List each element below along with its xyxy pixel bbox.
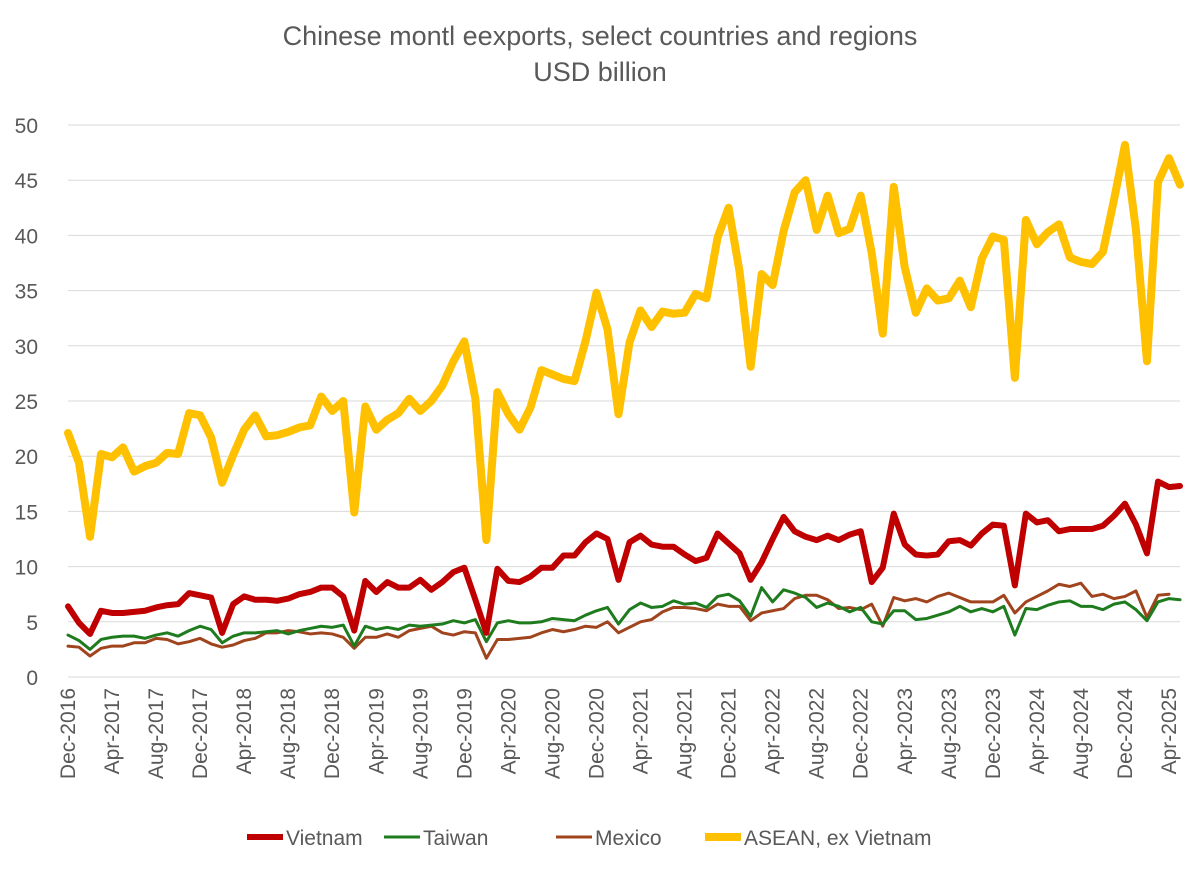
x-tick-label: Apr-2024 (1026, 688, 1049, 775)
chart-title: Chinese montl eexports, select countries… (282, 21, 918, 51)
x-tick-label: Aug-2024 (1070, 688, 1093, 779)
series-line-taiwan (66, 586, 1182, 651)
y-tick-label: 35 (15, 281, 38, 304)
x-tick-label: Aug-2018 (277, 688, 300, 779)
x-tick-label: Aug-2020 (541, 688, 564, 779)
x-tick-label: Apr-2019 (365, 688, 388, 774)
x-tick-label: Aug-2022 (806, 688, 829, 779)
legend-label-vietnam: Vietnam (286, 827, 363, 850)
x-tick-label: Aug-2019 (409, 688, 432, 779)
gridlines (68, 124, 1180, 678)
x-tick-label: Apr-2022 (762, 688, 785, 774)
y-axis: 0 5 10 15 20 25 30 35 40 45 50 (15, 115, 38, 690)
x-tick-label: Apr-2020 (497, 688, 520, 774)
x-tick-label: Aug-2023 (938, 688, 961, 779)
legend-label-taiwan: Taiwan (423, 827, 488, 850)
series-line-mexico (66, 581, 1171, 660)
y-tick-label: 20 (15, 446, 38, 469)
x-tick-label: Dec-2020 (585, 688, 608, 779)
x-tick-label: Dec-2019 (453, 688, 476, 779)
legend-label-mexico: Mexico (595, 827, 662, 850)
legend-label-asean-ex-vietnam: ASEAN, ex Vietnam (744, 827, 932, 850)
y-tick-label: 0 (26, 667, 38, 690)
x-tick-label: Apr-2017 (101, 688, 124, 774)
y-tick-label: 30 (15, 336, 38, 359)
x-tick-label: Dec-2018 (321, 688, 344, 779)
x-tick-label: Apr-2018 (233, 688, 256, 774)
x-tick-label: Apr-2021 (630, 688, 653, 774)
x-tick-label: Apr-2023 (894, 688, 917, 774)
chart-title-block: Chinese montl eexports, select countries… (0, 18, 1200, 90)
x-tick-label: Dec-2024 (1114, 688, 1137, 779)
y-tick-label: 40 (15, 225, 38, 248)
x-tick-label: Apr-2025 (1158, 688, 1181, 774)
y-tick-label: 15 (15, 501, 38, 524)
series-lines (64, 140, 1184, 660)
chart-subtitle: USD billion (533, 57, 667, 87)
series-line-vietnam (65, 478, 1183, 637)
y-tick-label: 25 (15, 391, 38, 414)
x-tick-label: Aug-2017 (145, 688, 168, 779)
y-tick-label: 5 (26, 612, 38, 635)
y-tick-label: 45 (15, 170, 38, 193)
x-tick-label: Dec-2017 (189, 688, 212, 779)
series-line-asean-ex-vietnam (64, 140, 1184, 545)
x-tick-label: Dec-2022 (850, 688, 873, 779)
x-tick-label: Dec-2021 (718, 688, 741, 779)
x-axis: Dec-2016 Apr-2017 Aug-2017 Dec-2017 Apr-2018… (57, 688, 1181, 779)
y-tick-label: 50 (15, 115, 38, 138)
x-tick-label: Dec-2016 (57, 688, 80, 779)
x-tick-label: Aug-2021 (674, 688, 697, 779)
y-tick-label: 10 (15, 557, 38, 580)
x-tick-label: Dec-2023 (982, 688, 1005, 779)
legend: Vietnam Taiwan Mexico ASEAN, ex Vietnam (247, 827, 932, 850)
